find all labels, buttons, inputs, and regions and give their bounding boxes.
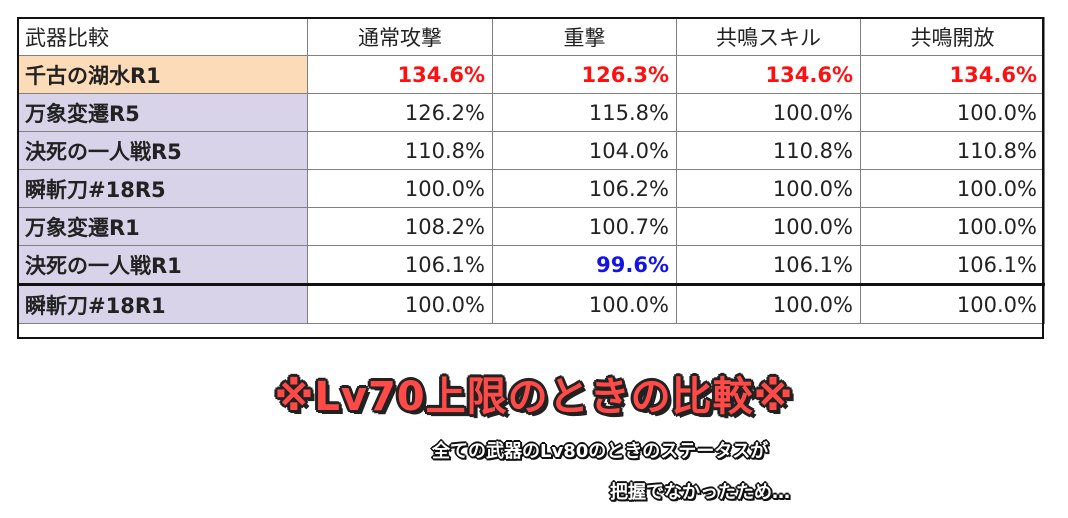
value-cell: 134.6% — [860, 55, 1045, 94]
header-normal-attack: 通常攻撃 — [307, 17, 493, 56]
header-heavy-attack: 重撃 — [492, 17, 677, 56]
weapon-name-cell: 瞬斬刀#18R1 — [17, 283, 308, 324]
value-cell: 100.0% — [676, 93, 861, 132]
weapon-name-cell: 決死の一人戦R5 — [17, 131, 308, 170]
value-cell: 106.1% — [860, 245, 1045, 285]
value-cell: 100.0% — [307, 283, 493, 324]
header-resonance-skill: 共鳴スキル — [676, 17, 861, 56]
table-header-row: 武器比較 通常攻撃 重撃 共鳴スキル 共鳴開放 — [17, 17, 1045, 56]
table-row: 千古の湖水R1 134.6% 126.3% 134.6% 134.6% — [17, 55, 1045, 94]
weapon-name-cell: 決死の一人戦R1 — [17, 245, 308, 285]
value-cell: 100.0% — [860, 93, 1045, 132]
value-cell: 100.0% — [860, 207, 1045, 246]
value-cell: 134.6% — [307, 55, 493, 94]
value-cell: 110.8% — [860, 131, 1045, 170]
weapon-name-cell: 万象変遷R5 — [17, 93, 308, 132]
value-cell: 104.0% — [492, 131, 677, 170]
table-row: 万象変遷R5 126.2% 115.8% 100.0% 100.0% — [17, 93, 1045, 132]
value-cell: 100.0% — [676, 207, 861, 246]
table-row: 決死の一人戦R5 110.8% 104.0% 110.8% 110.8% — [17, 131, 1045, 170]
value-cell: 106.1% — [676, 245, 861, 285]
value-cell: 134.6% — [676, 55, 861, 94]
value-cell: 106.1% — [307, 245, 493, 285]
caption-note-line2: 把握でなかったため… — [610, 482, 790, 503]
table-row: 決死の一人戦R1 106.1% 99.6% 106.1% 106.1% — [17, 245, 1045, 285]
value-cell: 126.2% — [307, 93, 493, 132]
weapon-name-cell: 万象変遷R1 — [17, 207, 308, 246]
header-weapon-compare: 武器比較 — [17, 17, 308, 56]
weapon-comparison-table: 武器比較 通常攻撃 重撃 共鳴スキル 共鳴開放 千古の湖水R1 134.6% 1… — [17, 17, 1045, 324]
caption-title: ※Lv70上限のときの比較※ — [274, 374, 794, 420]
value-cell: 100.0% — [676, 169, 861, 208]
value-cell: 110.8% — [676, 131, 861, 170]
caption-note-line1: 全ての武器のLv80のときのステータスが — [432, 441, 769, 462]
weapon-name-cell: 瞬斬刀#18R5 — [17, 169, 308, 208]
table-row: 瞬斬刀#18R1 100.0% 100.0% 100.0% 100.0% — [17, 283, 1045, 324]
value-cell: 126.3% — [492, 55, 677, 94]
weapon-name-cell: 千古の湖水R1 — [17, 55, 308, 94]
value-cell: 100.7% — [492, 207, 677, 246]
value-cell: 110.8% — [307, 131, 493, 170]
value-cell: 99.6% — [492, 245, 677, 285]
value-cell: 115.8% — [492, 93, 677, 132]
value-cell: 108.2% — [307, 207, 493, 246]
table-row: 万象変遷R1 108.2% 100.7% 100.0% 100.0% — [17, 207, 1045, 246]
value-cell: 100.0% — [860, 283, 1045, 324]
value-cell: 100.0% — [860, 169, 1045, 208]
header-resonance-liberation: 共鳴開放 — [860, 17, 1045, 56]
value-cell: 106.2% — [492, 169, 677, 208]
value-cell: 100.0% — [492, 283, 677, 324]
table-row: 瞬斬刀#18R5 100.0% 106.2% 100.0% 100.0% — [17, 169, 1045, 208]
value-cell: 100.0% — [676, 283, 861, 324]
value-cell: 100.0% — [307, 169, 493, 208]
